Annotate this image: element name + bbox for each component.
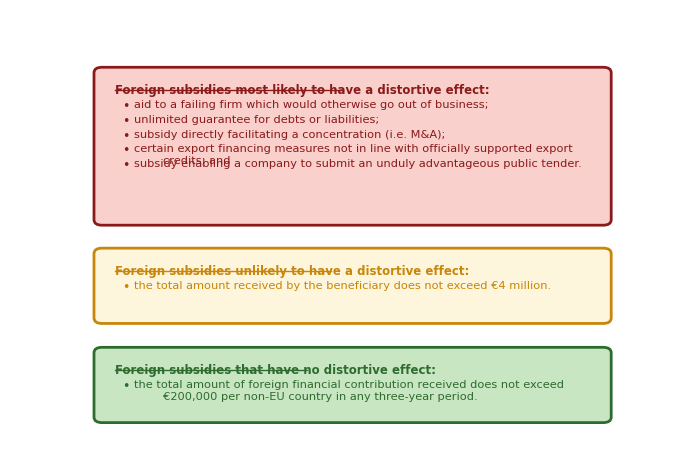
Text: the total amount received by the beneficiary does not exceed €4 million.: the total amount received by the benefic… bbox=[134, 280, 551, 290]
Text: Foreign subsidies unlikely to have a distortive effect:: Foreign subsidies unlikely to have a dis… bbox=[116, 264, 470, 278]
Text: •: • bbox=[122, 100, 129, 113]
Text: subsidy enabling a company to submit an unduly advantageous public tender.: subsidy enabling a company to submit an … bbox=[134, 159, 582, 169]
Text: the total amount of foreign financial contribution received does not exceed
    : the total amount of foreign financial co… bbox=[134, 379, 564, 401]
Text: •: • bbox=[122, 159, 129, 172]
Text: unlimited guarantee for debts or liabilities;: unlimited guarantee for debts or liabili… bbox=[134, 115, 379, 125]
Text: •: • bbox=[122, 129, 129, 142]
FancyBboxPatch shape bbox=[94, 68, 611, 226]
Text: •: • bbox=[122, 379, 129, 392]
Text: •: • bbox=[122, 280, 129, 294]
Text: •: • bbox=[122, 115, 129, 128]
Text: •: • bbox=[122, 144, 129, 157]
Text: aid to a failing firm which would otherwise go out of business;: aid to a failing firm which would otherw… bbox=[134, 100, 488, 110]
Text: Foreign subsidies that have no distortive effect:: Foreign subsidies that have no distortiv… bbox=[116, 363, 436, 377]
Text: Foreign subsidies most likely to have a distortive effect:: Foreign subsidies most likely to have a … bbox=[116, 84, 490, 97]
Text: certain export financing measures not in line with officially supported export
 : certain export financing measures not in… bbox=[134, 144, 572, 166]
FancyBboxPatch shape bbox=[94, 347, 611, 423]
FancyBboxPatch shape bbox=[94, 248, 611, 324]
Text: subsidy directly facilitating a concentration (i.e. M&A);: subsidy directly facilitating a concentr… bbox=[134, 129, 445, 139]
